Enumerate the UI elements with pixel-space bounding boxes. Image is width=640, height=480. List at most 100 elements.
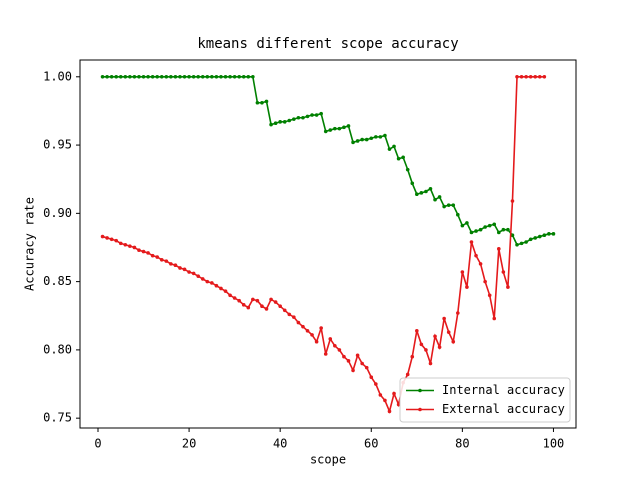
data-point (337, 126, 342, 131)
data-point (187, 270, 191, 274)
data-point (337, 348, 342, 352)
data-point (519, 241, 524, 246)
data-point (241, 74, 246, 79)
data-point (342, 354, 346, 359)
data-point (469, 230, 474, 235)
data-point (191, 271, 196, 276)
data-point (333, 126, 337, 131)
data-point (419, 191, 424, 195)
data-point (424, 348, 428, 352)
data-point (173, 263, 178, 268)
data-point (478, 227, 483, 232)
data-point (118, 74, 123, 79)
data-point (547, 232, 551, 236)
chart-title: kmeans different scope accuracy (197, 36, 458, 52)
data-point (456, 212, 460, 217)
data-point (278, 304, 282, 308)
data-point (137, 74, 141, 79)
data-point (437, 195, 442, 199)
data-point (506, 285, 510, 289)
data-point (496, 230, 501, 235)
data-point (132, 74, 137, 79)
data-point (392, 144, 396, 149)
data-point (287, 118, 292, 123)
x-tick-label: 20 (182, 437, 196, 451)
data-point (328, 128, 333, 132)
data-point (319, 326, 323, 330)
data-point (292, 315, 296, 319)
data-point (328, 337, 333, 341)
data-point (405, 372, 410, 377)
legend-marker (418, 407, 422, 412)
data-point (383, 398, 387, 403)
data-point (159, 74, 164, 79)
data-point (364, 365, 369, 370)
data-point (237, 74, 241, 79)
data-point (474, 229, 478, 233)
data-point (342, 125, 346, 130)
y-tick-label: 0.85 (43, 274, 72, 288)
data-point (474, 253, 478, 258)
data-point (501, 227, 506, 232)
data-point (301, 115, 305, 120)
data-point (241, 303, 246, 307)
data-point (132, 245, 137, 250)
data-point (460, 270, 465, 274)
data-point (310, 333, 314, 337)
legend-marker (418, 388, 422, 393)
legend-label: External accuracy (442, 402, 565, 416)
data-point (428, 186, 433, 191)
data-point (246, 74, 251, 79)
data-point (551, 232, 556, 236)
data-point (164, 259, 169, 263)
data-point (346, 124, 351, 128)
data-point (228, 74, 232, 79)
data-point (105, 236, 109, 240)
data-point (378, 393, 383, 397)
data-point (205, 279, 210, 284)
data-point (537, 74, 542, 79)
data-point (355, 353, 360, 358)
data-point (100, 74, 105, 79)
data-point (232, 296, 237, 300)
data-point (374, 135, 378, 139)
data-point (264, 307, 269, 311)
data-point (483, 225, 487, 229)
data-point (223, 74, 228, 79)
data-point (123, 242, 128, 247)
data-point (264, 99, 269, 104)
data-point (542, 74, 547, 79)
data-point (150, 253, 155, 258)
data-point (200, 74, 205, 79)
data-point (465, 221, 469, 225)
data-point (410, 181, 415, 186)
data-point (228, 293, 232, 298)
data-point (237, 298, 241, 303)
data-point (387, 409, 392, 414)
data-point (528, 237, 533, 242)
data-point (451, 203, 456, 207)
data-point (415, 328, 419, 333)
data-point (465, 285, 469, 289)
data-point (255, 298, 260, 303)
data-point (396, 402, 401, 407)
data-point (173, 74, 178, 79)
data-point (191, 74, 196, 79)
data-point (128, 74, 132, 79)
data-point (437, 345, 442, 349)
data-point (346, 359, 351, 363)
data-point (260, 100, 264, 105)
series-line (102, 75, 554, 246)
data-point (182, 267, 187, 272)
data-point (424, 189, 428, 194)
data-point (369, 375, 374, 380)
data-point (323, 352, 328, 356)
data-point (296, 320, 301, 325)
data-point (305, 328, 310, 333)
data-point (137, 248, 141, 253)
data-point (487, 293, 492, 298)
data-point (524, 240, 528, 244)
data-point (219, 286, 223, 291)
data-point (251, 297, 255, 302)
